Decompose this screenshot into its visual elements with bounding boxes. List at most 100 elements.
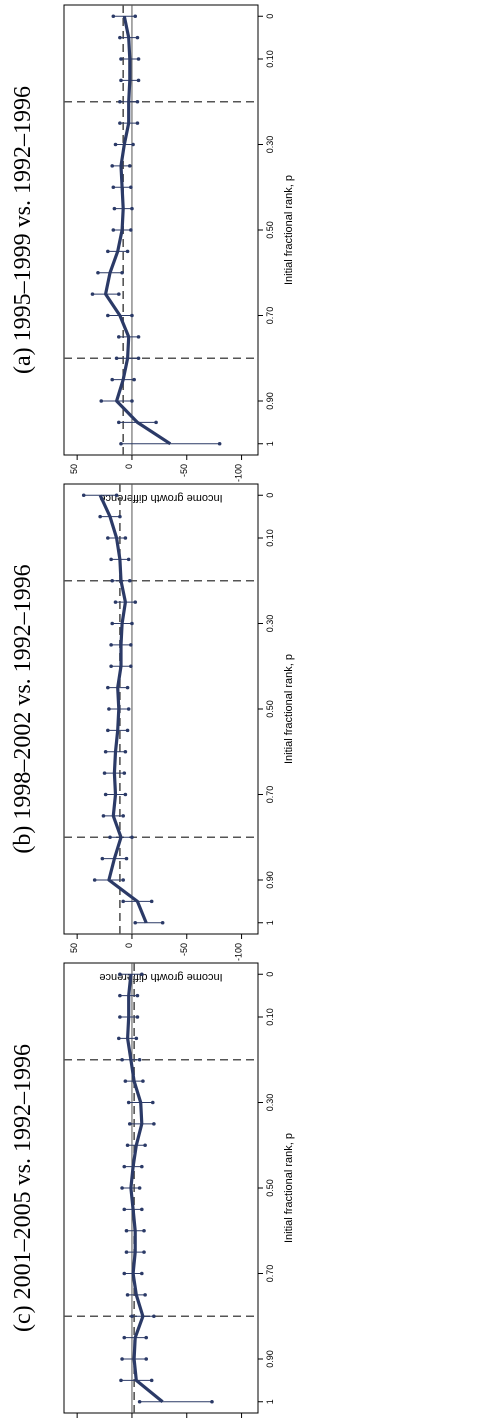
panel-a-ci-upper-point (118, 99, 122, 104)
panel-b-title: (b) 1998–2002 vs. 1992–1996 (10, 564, 36, 853)
panel-b-ci-upper-point (107, 707, 111, 711)
panel-c-ci-lower-point (149, 1378, 154, 1383)
panel-c-estimate-line (125, 974, 164, 1404)
panel-b-ci-lower-point (114, 493, 119, 498)
panel-b-y-axis-label: Income growth difference (99, 971, 222, 983)
panel-c-ci-upper-point (124, 1228, 129, 1233)
panel-a-ci-lower-point (136, 78, 141, 83)
panel-c-ci-lower-point (140, 1164, 144, 1169)
panel-b-x-tick-label: 0.90 (265, 871, 275, 889)
panel-a-ci-lower-point (130, 399, 134, 403)
panel-c-ci-upper-point (120, 1186, 124, 1190)
panel-c-ci-lower-point (152, 1314, 156, 1319)
panel-c-ci-upper-point (118, 993, 122, 998)
panel-c-ci-upper-point (118, 972, 122, 977)
panel-a-ci-upper-point (90, 292, 95, 296)
panel-a-ci-upper-point (111, 228, 116, 232)
panel-c-ci-upper-point (125, 1293, 130, 1297)
panel-a-ci-lower-point (130, 313, 134, 318)
panel-b-ci-upper-point (101, 814, 106, 818)
panel-c: (c) 2001–2005 vs. 1992–1996 Initial frac… (10, 962, 295, 1418)
panel-a-ci-lower-point (154, 420, 158, 425)
panel-a-ci-upper-point (111, 185, 116, 190)
panel-c-ci-upper-point (124, 1250, 129, 1254)
panel-a-ci-lower-point (136, 335, 141, 339)
panel-b-estimate-line (98, 494, 148, 924)
panel-c-ci-upper-point (137, 1399, 142, 1404)
panel-b-ci-upper-point (109, 664, 113, 669)
panel-c-ci-upper-point (120, 1357, 124, 1361)
panel-b-ci-upper-point (110, 621, 115, 626)
panel-a-x-tick-label: 1 (265, 441, 275, 446)
panel-b-x-tick-label: 0.50 (265, 700, 275, 718)
panel-a-ci-lower-point (117, 292, 121, 296)
panel-a-x-tick-label: 0.10 (265, 50, 275, 68)
panel-a-ci-upper-point (110, 377, 115, 382)
panel-a-ci-lower-point (132, 377, 136, 382)
panel-b-ci-upper-point (103, 792, 108, 797)
panel-b-ci-upper-point (121, 899, 125, 904)
panel-c-ci-lower-point (143, 1293, 147, 1297)
panel-b-ci-lower-point (126, 557, 131, 562)
panel-b-y-tick-label: 50 (69, 943, 79, 953)
panel-b-ci-upper-point (103, 749, 108, 754)
panel-b-x-tick-label: 1 (265, 920, 275, 925)
panel-a-ci-lower-point (136, 57, 141, 61)
panel-b-y-tick-label: 0 (124, 943, 134, 948)
panel-a-title: (a) 1995–1999 vs. 1992–1996 (10, 86, 36, 374)
panel-b-ci-lower-point (125, 728, 130, 733)
panel-c-ci-upper-point (122, 1335, 127, 1340)
panel-b-ci-lower-point (123, 536, 128, 540)
panel-c-x-tick-label: 0 (265, 972, 275, 977)
panel-a-ci-upper-point (106, 249, 110, 254)
panel-c-ci-upper-point (122, 1271, 127, 1276)
panel-a-ci-upper-point (106, 313, 110, 318)
panel-a-x-tick-label: 0.50 (265, 221, 275, 239)
panel-a-ci-upper-point (112, 206, 117, 211)
panel-b-ci-lower-point (129, 664, 133, 669)
panel-c-x-tick-label: 0.10 (265, 1008, 275, 1026)
panel-a-ci-lower-point (130, 206, 134, 211)
panel-b-ci-lower-point (130, 835, 134, 840)
panel-b-frame (63, 483, 259, 935)
panel-b-ci-lower-point (126, 707, 131, 711)
panel-c-ci-upper-point (119, 1378, 123, 1383)
panel-a-ci-lower-point (120, 270, 124, 275)
panel-c-ci-lower-point (150, 1100, 155, 1105)
panel-a-x-axis-label: Initial fractional rank, p (283, 175, 295, 285)
panel-b-ci-lower-point (121, 878, 125, 882)
panel-b: (b) 1998–2002 vs. 1992–1996 Initial frac… (10, 483, 295, 983)
panel-b-x-tick-label: 0.10 (265, 529, 275, 547)
panel-a-y-tick-label: 50 (69, 464, 79, 474)
panel-c-ci-lower-point (144, 1357, 149, 1361)
panel-b-ci-upper-point (106, 685, 110, 690)
panel-c-ci-upper-point (122, 1207, 127, 1212)
panel-c-ci-lower-point (140, 1207, 144, 1212)
panel-b-ci-lower-point (133, 600, 138, 604)
panel-c-ci-lower-point (135, 1015, 140, 1019)
panel-b-ci-lower-point (160, 920, 165, 925)
panel-a-ci-upper-point (114, 356, 119, 361)
panel-a-ci-lower-point (125, 249, 130, 254)
panel-b-x-tick-label: 0 (265, 493, 275, 498)
panel-b-ci-lower-point (129, 643, 133, 647)
panel-a-ci-upper-point (111, 14, 116, 19)
panel-a-ci-lower-point (133, 14, 138, 19)
panel-a-estimate-line (103, 15, 172, 446)
panel-c-ci-upper-point (127, 1122, 132, 1126)
panel-c-x-tick-label: 0.30 (265, 1094, 275, 1112)
panel-b-y-tick-label: -100 (234, 943, 244, 961)
panel-c-ci-lower-point (210, 1399, 214, 1404)
panel-a-ci-lower-point (217, 441, 222, 446)
panel-a-x-tick-label: 0.70 (265, 307, 275, 325)
panel-a-ci-upper-point (119, 441, 123, 446)
panel-b-ci-upper-point (106, 536, 110, 540)
panel-c-ci-lower-point (135, 993, 140, 998)
panel-c-x-tick-label: 0.70 (265, 1265, 275, 1283)
panel-b-ci-upper-point (98, 514, 102, 519)
panel-a-ci-lower-point (129, 185, 133, 190)
panel-b-ci-lower-point (123, 792, 128, 797)
panel-c-ci-lower-point (143, 1143, 147, 1148)
panel-b-ci-lower-point (118, 514, 122, 519)
panel-b-ci-lower-point (149, 899, 154, 904)
